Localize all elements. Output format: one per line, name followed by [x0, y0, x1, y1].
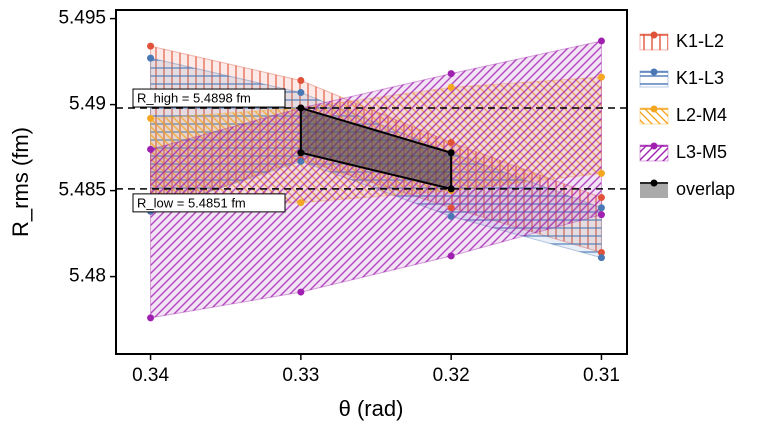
point [147, 114, 155, 122]
point [597, 37, 605, 45]
legend-dot [650, 142, 658, 150]
y-tick-label: 5.49 [69, 94, 106, 115]
legend-label: L3-M5 [676, 142, 727, 162]
x-axis-label: θ (rad) [339, 396, 404, 421]
legend-dot [650, 68, 658, 76]
x-tick-label: 0.31 [583, 365, 620, 386]
point [147, 54, 155, 62]
legend-label: overlap [676, 179, 735, 199]
y-tick-label: 5.48 [69, 266, 106, 287]
point [597, 193, 605, 201]
point [147, 145, 155, 153]
point [447, 138, 455, 146]
legend-dot [650, 105, 658, 113]
overlap-point [297, 149, 305, 157]
point [597, 211, 605, 219]
overlap-point [447, 149, 455, 157]
point [447, 212, 455, 220]
point [297, 77, 305, 85]
point [447, 70, 455, 78]
plot-frame [115, 9, 628, 355]
point [297, 157, 305, 165]
point [597, 249, 605, 257]
point [147, 42, 155, 50]
point [597, 254, 605, 262]
x-tick-label: 0.32 [433, 365, 470, 386]
annotation-box [132, 88, 286, 108]
legend-label: K1-L3 [676, 68, 724, 88]
annotation: R_low = 5.4851 fm [137, 195, 246, 210]
point [597, 204, 605, 212]
point [147, 314, 155, 322]
annotation: R_high = 5.4898 fm [137, 90, 251, 105]
point [297, 89, 305, 97]
overlap-point [447, 185, 455, 193]
annotation-box [132, 193, 286, 213]
y-tick-label: 5.495 [58, 8, 106, 29]
x-tick-label: 0.34 [132, 365, 169, 386]
legend-dot [650, 31, 658, 39]
point [297, 199, 305, 207]
point [597, 73, 605, 81]
legend-label: L2-M4 [676, 105, 727, 125]
legend-dot [650, 179, 658, 187]
y-axis-label: R_rms (fm) [8, 127, 33, 237]
point [447, 204, 455, 212]
legend-label: K1-L2 [676, 31, 724, 51]
legend-swatch [640, 182, 668, 198]
x-tick-label: 0.33 [282, 365, 319, 386]
point [447, 83, 455, 91]
y-tick-label: 5.485 [58, 180, 106, 201]
point [447, 252, 455, 260]
point [297, 288, 305, 296]
point [597, 169, 605, 177]
